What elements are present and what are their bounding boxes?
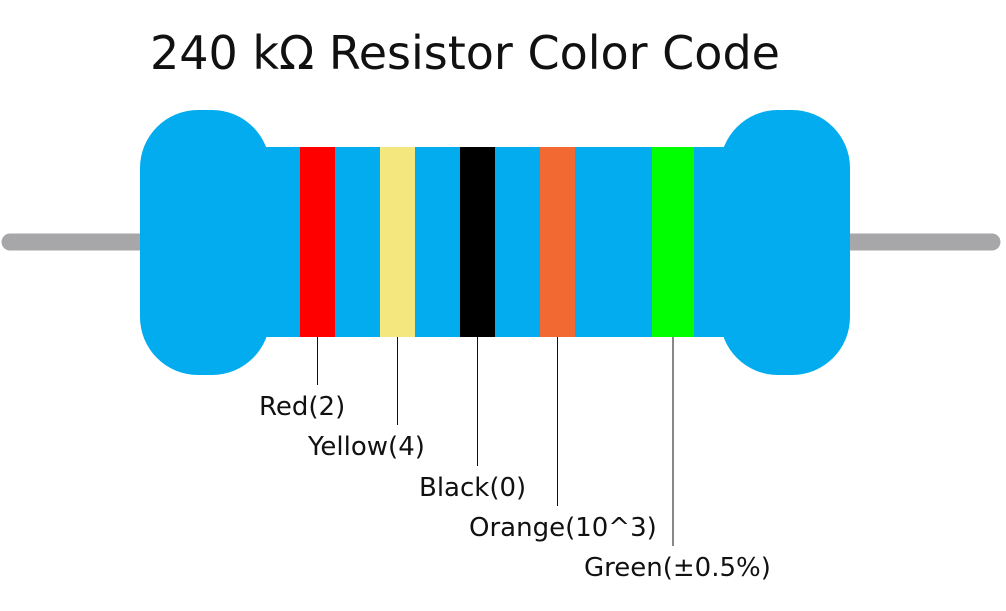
resistor-cap-right	[720, 110, 850, 375]
band-green	[652, 147, 694, 337]
band-orange	[540, 147, 575, 337]
color-bands	[300, 147, 694, 337]
band-label-red: Red(2)	[259, 392, 345, 422]
band-label-yellow: Yellow(4)	[307, 432, 425, 462]
band-red	[300, 147, 335, 337]
band-label-orange: Orange(10^3)	[469, 513, 657, 543]
page-title: 240 kΩ Resistor Color Code	[150, 26, 780, 80]
resistor-cap-left	[140, 110, 270, 375]
band-yellow	[380, 147, 415, 337]
band-labels: Red(2) Yellow(4) Black(0) Orange(10^3) Green…	[259, 392, 771, 583]
band-label-green: Green(±0.5%)	[584, 553, 771, 583]
band-label-black: Black(0)	[419, 473, 526, 503]
leader-lines	[317, 337, 674, 546]
band-black	[460, 147, 495, 337]
